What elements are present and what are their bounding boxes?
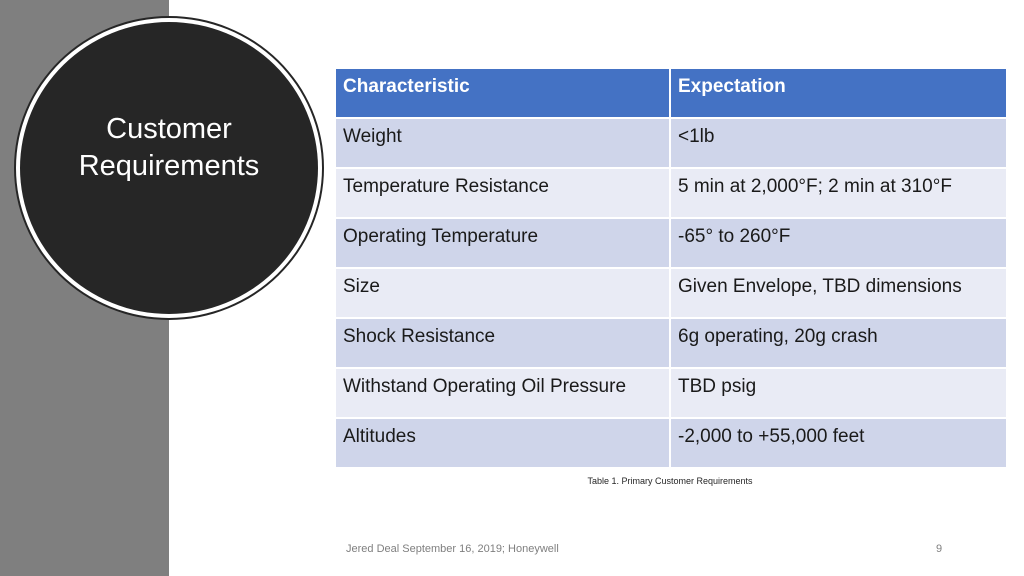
footer-text: Jered Deal September 16, 2019; Honeywell bbox=[346, 543, 559, 555]
table-row: Temperature Resistance 5 min at 2,000°F;… bbox=[334, 167, 1008, 219]
table-row: Size Given Envelope, TBD dimensions bbox=[334, 267, 1008, 319]
cell-characteristic: Size bbox=[334, 267, 671, 319]
header-characteristic: Characteristic bbox=[334, 67, 671, 119]
cell-characteristic: Withstand Operating Oil Pressure bbox=[334, 367, 671, 419]
page-number: 9 bbox=[936, 543, 943, 555]
cell-characteristic: Temperature Resistance bbox=[334, 167, 671, 219]
table-header-row: Characteristic Expectation bbox=[334, 67, 1008, 119]
cell-expectation: 5 min at 2,000°F; 2 min at 310°F bbox=[669, 167, 1008, 219]
cell-expectation: TBD psig bbox=[669, 367, 1008, 419]
header-expectation: Expectation bbox=[669, 67, 1008, 119]
table-row: Withstand Operating Oil Pressure TBD psi… bbox=[334, 367, 1008, 419]
cell-characteristic: Altitudes bbox=[334, 417, 671, 469]
cell-expectation: -2,000 to +55,000 feet bbox=[669, 417, 1008, 469]
cell-characteristic: Weight bbox=[334, 117, 671, 169]
table-row: Weight <1lb bbox=[334, 117, 1008, 169]
cell-characteristic: Operating Temperature bbox=[334, 217, 671, 269]
cell-expectation: Given Envelope, TBD dimensions bbox=[669, 267, 1008, 319]
cell-characteristic: Shock Resistance bbox=[334, 317, 671, 369]
slide-title: Customer Requirements bbox=[78, 113, 260, 182]
table-row: Operating Temperature -65° to 260°F bbox=[334, 217, 1008, 269]
cell-expectation: -65° to 260°F bbox=[669, 217, 1008, 269]
table-row: Shock Resistance 6g operating, 20g crash bbox=[334, 317, 1008, 369]
table-caption: Table 1. Primary Customer Requirements bbox=[587, 476, 753, 486]
cell-expectation: <1lb bbox=[669, 117, 1008, 169]
requirements-table: Characteristic Expectation Weight <1lb T… bbox=[334, 67, 1008, 469]
title-circle: Customer Requirements bbox=[20, 22, 318, 314]
cell-expectation: 6g operating, 20g crash bbox=[669, 317, 1008, 369]
table-row: Altitudes -2,000 to +55,000 feet bbox=[334, 417, 1008, 469]
